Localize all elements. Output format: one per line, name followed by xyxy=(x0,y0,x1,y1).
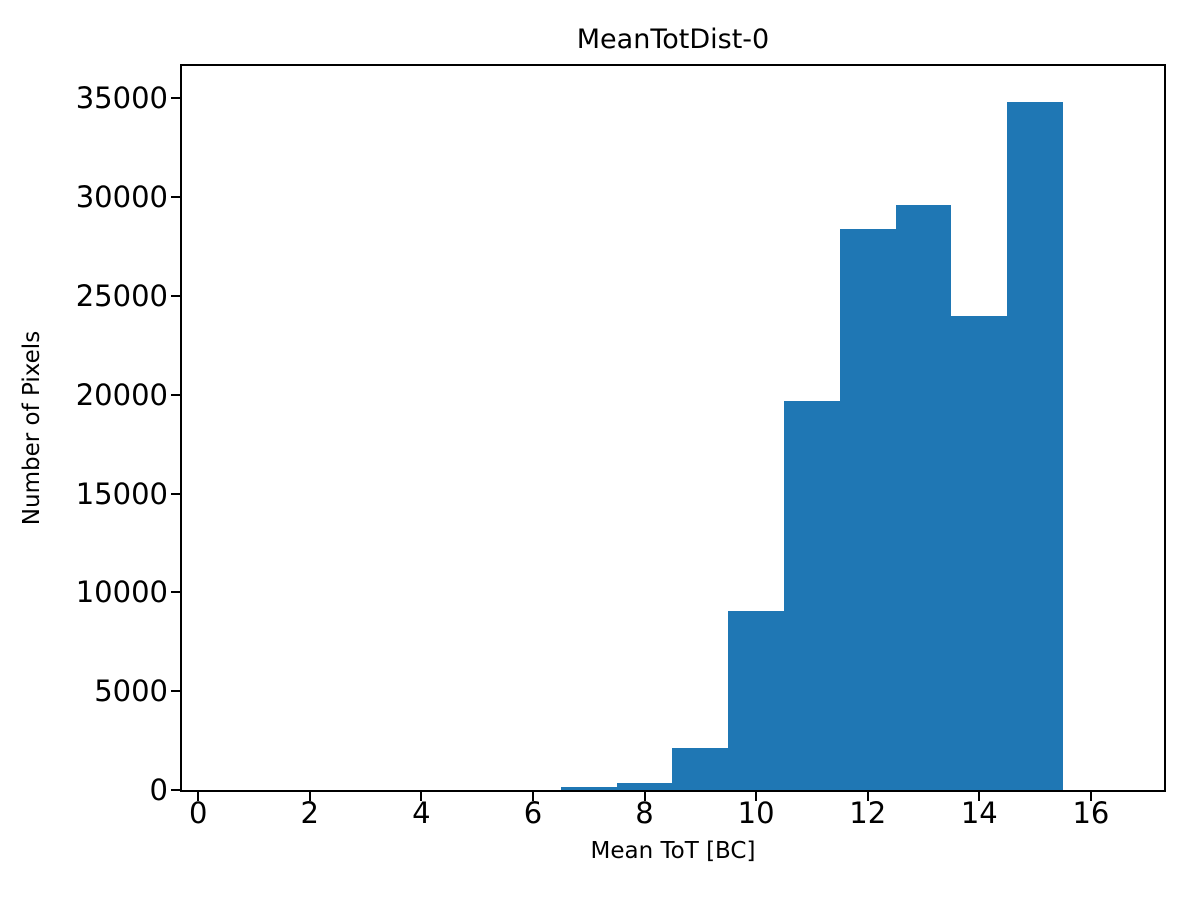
x-tick-mark xyxy=(531,792,534,801)
y-tick-mark xyxy=(171,690,180,693)
x-tick-mark xyxy=(1089,792,1092,801)
y-tick-label: 35000 xyxy=(75,81,168,116)
x-tick-label: 14 xyxy=(960,796,998,830)
chart-title: MeanTotDist-0 xyxy=(576,24,770,55)
y-tick-mark xyxy=(171,393,180,396)
x-tick-label: 10 xyxy=(737,796,775,830)
histogram-bar xyxy=(616,783,673,790)
y-tick-label: 15000 xyxy=(75,476,168,511)
histogram-bar xyxy=(839,229,896,790)
x-tick-mark xyxy=(978,792,981,801)
y-tick-label: 5000 xyxy=(94,674,168,709)
y-tick-mark xyxy=(171,294,180,297)
x-tick-label: 8 xyxy=(635,796,654,830)
x-tick-label: 12 xyxy=(849,796,887,830)
histogram-bar xyxy=(895,205,952,790)
x-tick-mark xyxy=(308,792,311,801)
y-tick-mark xyxy=(171,196,180,199)
histogram-bar xyxy=(672,748,729,790)
histogram-bar xyxy=(728,610,785,790)
x-tick-mark xyxy=(197,792,200,801)
x-tick-label: 0 xyxy=(188,796,208,830)
histogram-bar xyxy=(560,787,617,790)
x-tick-label: 2 xyxy=(300,796,319,830)
y-tick-mark xyxy=(171,591,180,594)
x-tick-label: 16 xyxy=(1072,796,1110,830)
y-tick-label: 10000 xyxy=(75,575,168,610)
y-tick-mark xyxy=(171,492,180,495)
plot-area xyxy=(180,64,1166,792)
x-tick-label: 6 xyxy=(523,796,543,830)
histogram-bar xyxy=(951,316,1008,790)
y-tick-mark xyxy=(171,97,180,100)
y-axis-label: Number of Pixels xyxy=(19,330,45,526)
y-tick-label: 20000 xyxy=(75,377,168,412)
y-tick-label: 30000 xyxy=(75,180,168,215)
y-tick-mark xyxy=(171,789,180,791)
x-tick-mark xyxy=(866,792,869,801)
x-tick-label: 4 xyxy=(412,796,431,830)
x-axis-label: Mean ToT [BC] xyxy=(590,838,756,864)
y-tick-label: 0 xyxy=(149,773,168,807)
x-tick-mark xyxy=(420,792,423,801)
histogram-bar xyxy=(784,401,840,790)
y-tick-label: 25000 xyxy=(75,278,168,313)
x-tick-mark xyxy=(755,792,758,801)
histogram-bar xyxy=(1007,102,1063,790)
x-tick-mark xyxy=(643,792,646,801)
